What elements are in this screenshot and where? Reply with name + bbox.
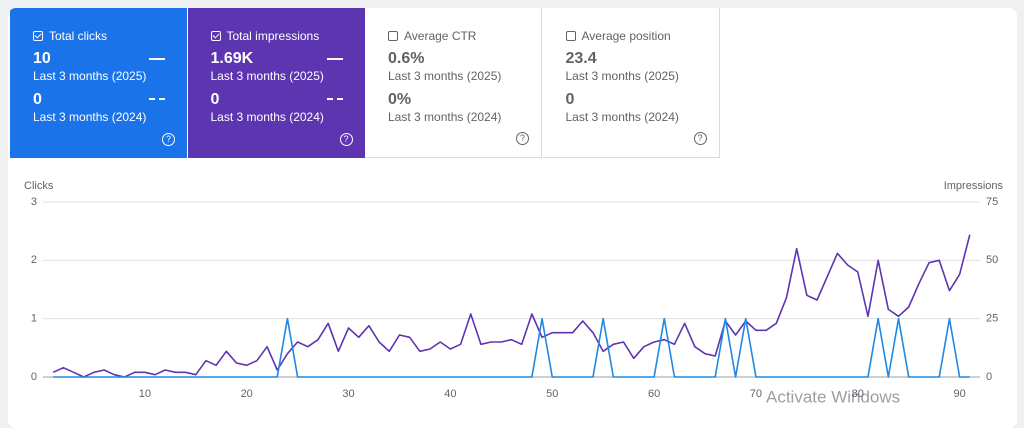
y2-tick-label: 25 <box>986 313 998 325</box>
metric-card[interactable]: Total clicks 10 Last 3 months (2025) 0 Last … <box>10 8 187 158</box>
x-tick-label: 10 <box>139 388 151 400</box>
help-icon[interactable]: ? <box>162 133 175 146</box>
prev-period: Last 3 months (2024) <box>210 110 324 124</box>
prev-period: Last 3 months (2024) <box>565 110 679 124</box>
x-tick-label: 70 <box>750 388 762 400</box>
line-legend <box>326 58 343 60</box>
x-tick-label: 50 <box>546 388 558 400</box>
metric-card[interactable]: Total impressions 1.69K Last 3 months (202… <box>187 8 365 158</box>
metric-label: Total clicks <box>49 29 108 43</box>
x-tick-label: 80 <box>852 388 864 400</box>
line-legend <box>149 58 165 60</box>
prev-value: 0% <box>388 91 412 108</box>
y2-tick-label: 50 <box>986 254 998 266</box>
chart: Clicks Impressions Activate Windows 0 1 2 3… <box>24 180 1004 407</box>
x-tick-label: 30 <box>342 388 354 400</box>
prev-period: Last 3 months (2024) <box>388 110 502 124</box>
y-tick-label: 0 <box>31 371 37 383</box>
page: {"cards":[ {"label":"Total clicks","valu… <box>0 0 1024 416</box>
checkbox[interactable] <box>33 31 43 41</box>
period: Last 3 months (2025) <box>33 69 147 83</box>
metric-label: Average CTR <box>404 29 477 43</box>
watermark: Activate Windows <box>766 387 900 406</box>
checkbox[interactable] <box>565 31 576 41</box>
period: Last 3 months (2025) <box>388 69 502 83</box>
x-tick-label: 60 <box>648 388 660 400</box>
metric-toggle[interactable]: Total impressions <box>210 28 365 44</box>
series-line <box>53 317 970 378</box>
prev-value: 0 <box>33 91 42 108</box>
period: Last 3 months (2025) <box>210 69 324 83</box>
y-tick-label: 1 <box>31 313 37 325</box>
metric-label: Total impressions <box>226 29 320 43</box>
metric-card[interactable]: Average position 23.4 Last 3 months (2025)… <box>542 8 720 158</box>
metric-value: 0.6% <box>388 50 425 67</box>
x-tick-label: 90 <box>954 388 966 400</box>
x-tick-label: 20 <box>241 388 253 400</box>
line-legend <box>326 98 343 100</box>
help-icon[interactable]: ? <box>339 133 353 146</box>
metric-toggle[interactable]: Average position <box>565 28 719 44</box>
y-tick-label: 2 <box>31 254 37 266</box>
metric-toggle[interactable]: Average CTR <box>388 28 541 44</box>
period: Last 3 months (2025) <box>565 69 679 83</box>
prev-period: Last 3 months (2024) <box>33 110 147 124</box>
metric-toggle[interactable]: Total clicks <box>33 28 187 44</box>
help-icon[interactable]: ? <box>516 132 529 145</box>
help-icon[interactable]: ? <box>693 132 707 145</box>
checkbox[interactable] <box>210 31 221 41</box>
prev-value: 0 <box>565 91 575 108</box>
metric-label: Average position <box>581 29 671 43</box>
y-axis-label: Clicks <box>24 180 54 192</box>
y2-tick-label: 0 <box>986 371 992 383</box>
metric-value: 10 <box>33 50 51 67</box>
line-legend <box>149 98 165 100</box>
checkbox[interactable] <box>388 31 398 41</box>
series-line <box>52 234 971 378</box>
x-tick-label: 40 <box>444 388 456 400</box>
prev-value: 0 <box>210 91 220 108</box>
y2-tick-label: 75 <box>986 196 998 208</box>
y2-axis-label: Impressions <box>944 180 1004 192</box>
y-tick-label: 3 <box>31 196 37 208</box>
metric-card[interactable]: Average CTR 0.6% Last 3 months (2025) 0% Las… <box>365 8 542 158</box>
metric-value: 23.4 <box>565 50 597 67</box>
performance-panel: Total clicks 10 Last 3 months (2025) 0 Last … <box>8 8 1017 428</box>
metric-value: 1.69K <box>210 50 254 67</box>
